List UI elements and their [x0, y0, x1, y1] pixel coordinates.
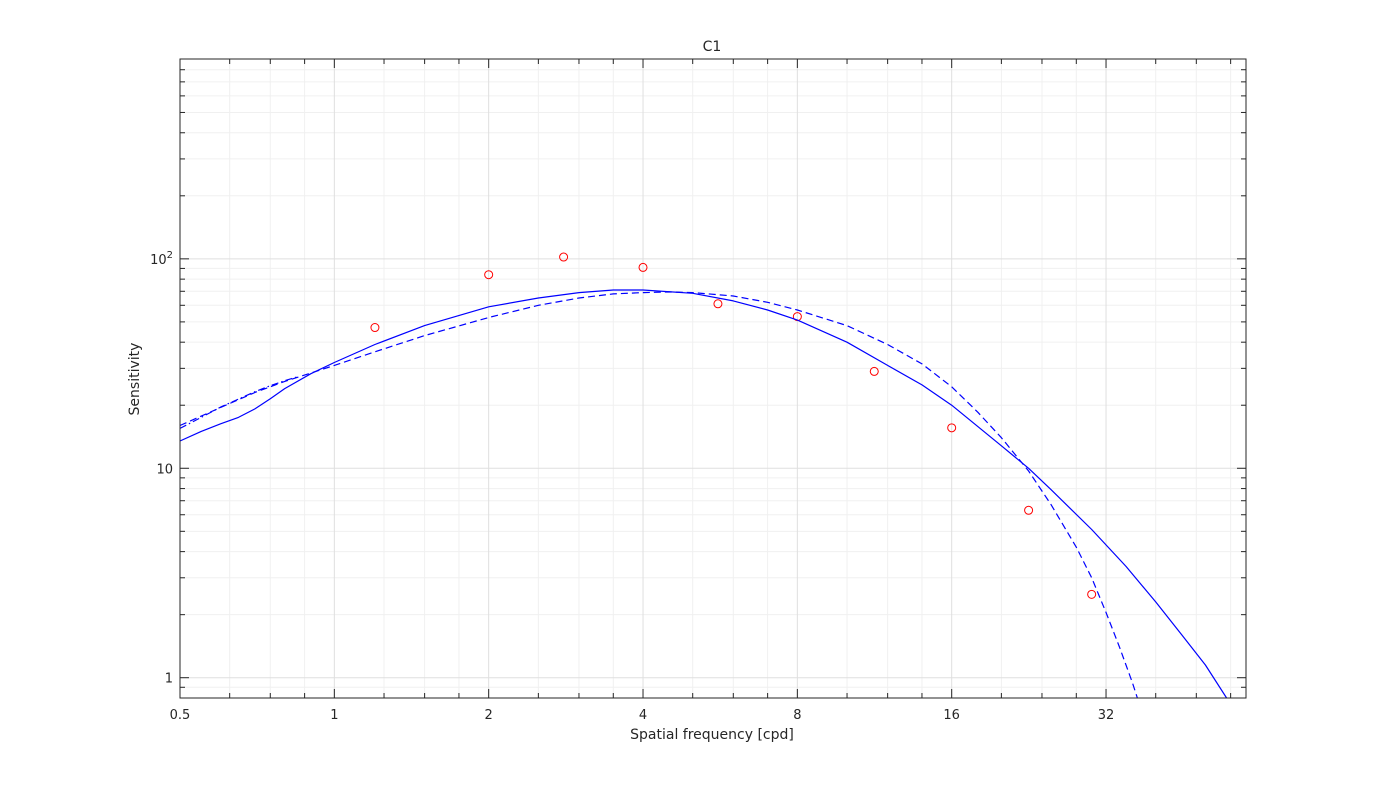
data-point-marker: [559, 252, 569, 262]
data-point-marker: [484, 270, 494, 280]
x-tick-label: 4: [639, 708, 647, 723]
data-point-marker: [869, 366, 879, 376]
data-point-marker: [370, 323, 380, 333]
x-axis-label: Spatial frequency [cpd]: [630, 727, 794, 743]
data-point-marker: [1087, 589, 1097, 599]
data-point-marker: [947, 423, 957, 433]
data-point-marker: [638, 262, 648, 272]
plot-area: [180, 252, 1228, 698]
x-tick-label: 8: [793, 708, 801, 723]
minor-grid: [180, 59, 1246, 698]
axes-box: [179, 58, 1247, 699]
x-tick-label: 32: [1098, 708, 1115, 723]
y-tick-labels: 1 10 102: [150, 250, 173, 687]
y-tick-label: 1: [165, 672, 173, 687]
axes-frame: [179, 58, 1247, 699]
dashdot-fit-line: [180, 376, 299, 429]
x-tick-label: 1: [330, 708, 338, 723]
tick-marks: [179, 59, 1246, 698]
solid-fit-line: [180, 289, 1228, 698]
x-tick-label: 16: [943, 708, 960, 723]
data-point-marker: [713, 299, 723, 309]
x-tick-labels: 0.5 1 2 4 8 16 32: [170, 708, 1115, 723]
x-tick-label: 2: [485, 708, 493, 723]
y-tick-label: 10: [156, 462, 173, 477]
data-point-marker: [1024, 505, 1034, 515]
x-tick-label: 0.5: [170, 708, 191, 723]
y-tick-label: 102: [150, 250, 173, 268]
chart-title: C1: [703, 39, 722, 55]
y-axis-label: Sensitivity: [127, 343, 143, 416]
